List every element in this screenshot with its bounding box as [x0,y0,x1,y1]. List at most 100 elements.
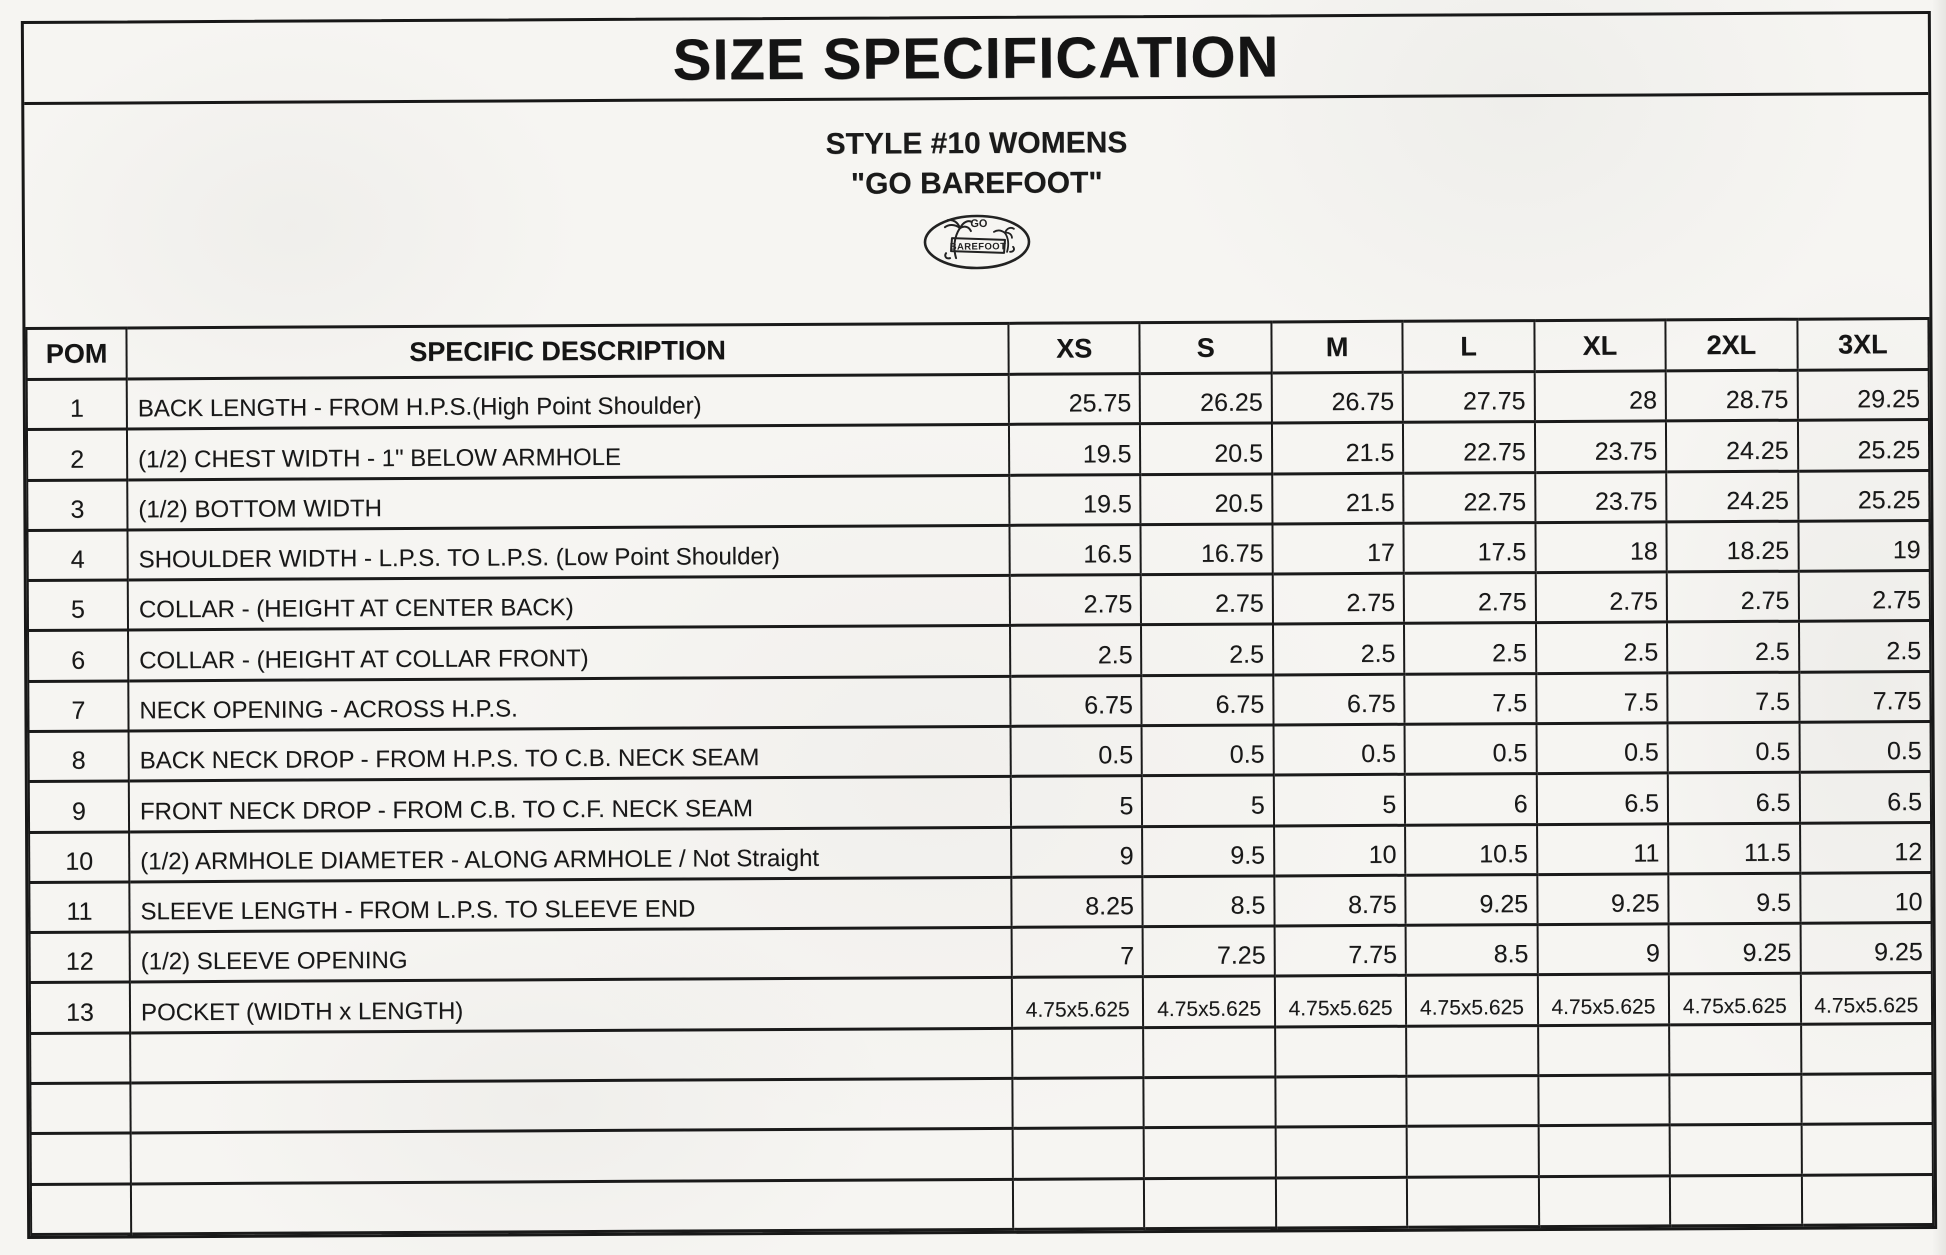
description-cell: FRONT NECK DROP - FROM C.B. TO C.F. NECK… [128,776,1012,832]
go-barefoot-logo-drawing: GO BAREFOOT [923,214,1031,270]
value-cell: 9 [1537,923,1669,975]
spec-sheet-page: SIZE SPECIFICATION STYLE #10 WOMENS "GO … [20,11,1938,1239]
empty-cell [30,1133,131,1184]
description-cell: BACK LENGTH - FROM H.P.S.(High Point Sho… [126,374,1009,430]
value-cell: 12 [1799,822,1932,874]
empty-cell [130,1178,1014,1234]
description-cell: (1/2) CHEST WIDTH - 1" BELOW ARMHOLE [126,424,1010,480]
value-cell: 4.75x5.625 [1143,976,1275,1028]
style-name-line: "GO BAREFOOT" [850,166,1103,201]
table-body: 1 BACK LENGTH - FROM H.P.S.(High Point Sh… [26,369,1934,1235]
empty-cell [1801,1174,1934,1226]
style-section: STYLE #10 WOMENS "GO BAREFOOT" [24,95,1929,327]
value-cell: 27.75 [1402,371,1535,423]
value-cell: 2.75 [1141,574,1273,626]
value-cell: 7.5 [1535,672,1668,724]
pom-cell: 4 [27,529,128,581]
value-cell: 19 [1797,520,1930,572]
value-cell: 16.75 [1140,523,1273,575]
value-cell: 22.75 [1403,472,1536,524]
value-cell: 2.5 [1141,624,1274,676]
value-cell: 0.5 [1536,722,1668,774]
size-column-header-xl: XL [1534,319,1666,372]
value-cell: 9.5 [1142,825,1275,877]
empty-cell [130,1128,1013,1184]
value-cell: 17.5 [1403,522,1536,574]
value-cell: 4.75x5.625 [1011,977,1144,1028]
palm-tree-icon [943,218,973,260]
value-cell: 19.5 [1009,474,1141,526]
pom-cell: 11 [29,881,130,933]
description-cell: SHOULDER WIDTH - L.P.S. TO L.P.S. (Low P… [127,525,1010,581]
empty-cell [1669,1074,1802,1126]
value-cell: 7.5 [1404,673,1537,725]
description-cell: (1/2) BOTTOM WIDTH [127,474,1010,530]
value-cell: 8.5 [1405,924,1538,976]
pom-cell: 7 [28,680,129,732]
value-cell: 26.75 [1271,372,1404,424]
value-cell: 16.5 [1009,524,1142,576]
value-cell: 5 [1273,774,1406,826]
value-cell: 4.75x5.625 [1668,973,1801,1025]
size-column-header-2xl: 2XL [1665,319,1798,371]
value-cell: 5 [1142,775,1274,827]
empty-cell [1800,1023,1933,1075]
empty-cell [1143,1026,1276,1078]
empty-cell [1801,1123,1933,1175]
value-cell: 6.75 [1010,675,1142,727]
pom-cell: 2 [26,429,128,481]
empty-cell [1144,1127,1276,1179]
value-cell: 0.5 [1010,725,1143,777]
value-cell: 6.75 [1141,674,1274,726]
value-cell: 0.5 [1273,724,1406,776]
value-cell: 25.25 [1797,470,1930,522]
go-barefoot-logo: GO BAREFOOT [919,212,1035,280]
value-cell: 2.75 [1404,572,1536,624]
value-cell: 23.75 [1534,421,1667,473]
empty-cell [130,1027,1013,1083]
value-cell: 4.75x5.625 [1537,974,1670,1026]
value-cell: 6.75 [1273,673,1405,725]
empty-cell [1800,1073,1933,1125]
value-cell: 7.75 [1274,925,1407,977]
value-cell: 28 [1534,370,1667,422]
value-cell: 10 [1799,872,1932,924]
value-cell: 2.5 [1010,625,1142,677]
value-cell: 9 [1011,826,1143,878]
value-cell: 17 [1272,523,1405,575]
value-cell: 2.75 [1009,574,1142,626]
empty-cell [1012,1127,1145,1179]
value-cell: 9.25 [1405,874,1538,926]
value-cell: 5 [1010,775,1143,827]
description-cell: SLEEVE LENGTH - FROM L.P.S. TO SLEEVE EN… [129,877,1012,933]
empty-cell [1670,1174,1802,1226]
empty-cell [1669,1023,1801,1075]
empty-cell [30,1183,132,1235]
value-cell: 9.25 [1668,923,1801,975]
title-band: SIZE SPECIFICATION [23,14,1929,105]
size-spec-table: POM SPECIFIC DESCRIPTION XS S M L XL 2XL 3XL 1… [25,317,1934,1236]
value-cell: 11 [1536,823,1669,875]
empty-cell [1537,1024,1670,1076]
pom-cell: 10 [29,831,130,883]
value-cell: 10 [1273,824,1406,876]
value-cell: 6.5 [1667,772,1800,824]
value-cell: 24.25 [1666,420,1798,472]
size-column-header-xs: XS [1008,322,1141,375]
empty-cell [1538,1175,1671,1227]
empty-cell [1012,1077,1145,1129]
value-cell: 6 [1405,773,1537,825]
empty-cell [1406,1025,1539,1077]
value-cell: 10.5 [1405,824,1538,876]
value-cell: 7.25 [1143,926,1275,978]
pom-cell: 5 [27,580,129,631]
empty-cell [1538,1125,1671,1177]
value-cell: 21.5 [1272,472,1404,524]
value-cell: 0.5 [1141,724,1274,776]
description-cell: POCKET (WIDTH x LENGTH) [129,977,1013,1033]
size-column-header-3xl: 3XL [1796,318,1929,371]
value-cell: 7.75 [1798,671,1931,723]
description-cell: (1/2) SLEEVE OPENING [129,927,1012,983]
value-cell: 2.5 [1404,622,1536,674]
value-cell: 21.5 [1271,422,1404,474]
